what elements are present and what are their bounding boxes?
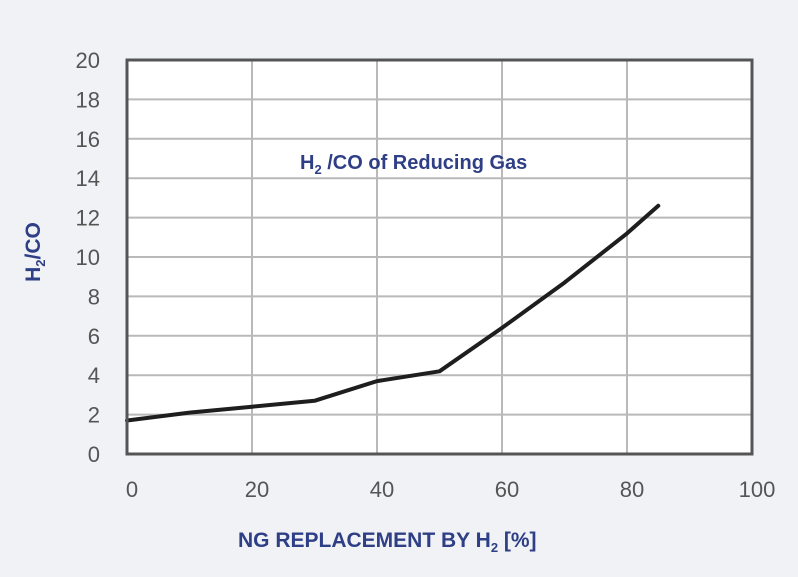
y-tick-label: 14 <box>76 166 100 191</box>
y-tick-label: 12 <box>76 206 100 231</box>
y-tick-label: 0 <box>88 442 100 467</box>
y-tick-label: 4 <box>88 363 100 388</box>
x-tick-label: 0 <box>126 477 138 502</box>
x-tick-label: 20 <box>245 477 269 502</box>
y-tick-labels: 0 2 4 6 8 10 12 14 16 18 20 <box>76 48 100 467</box>
y-tick-label: 6 <box>88 324 100 349</box>
y-tick-label: 20 <box>76 48 100 73</box>
x-tick-label: 80 <box>620 477 644 502</box>
x-axis-title: NG REPLACEMENT BY H2 [%] <box>238 529 537 555</box>
chart-title: H2 /CO of Reducing Gas <box>300 152 527 177</box>
y-tick-label: 10 <box>76 245 100 270</box>
x-tick-label: 60 <box>495 477 519 502</box>
y-tick-label: 16 <box>76 127 100 152</box>
y-tick-label: 8 <box>88 284 100 309</box>
y-axis-title: H2/CO <box>22 222 48 282</box>
x-tick-label: 100 <box>739 477 776 502</box>
y-tick-label: 18 <box>76 87 100 112</box>
plot-frame <box>125 58 754 456</box>
series-line <box>125 203 661 423</box>
grid-lines <box>127 60 752 454</box>
x-tick-label: 40 <box>370 477 394 502</box>
x-tick-labels: 0 20 40 60 80 100 <box>126 477 775 502</box>
y-tick-label: 2 <box>88 403 100 428</box>
